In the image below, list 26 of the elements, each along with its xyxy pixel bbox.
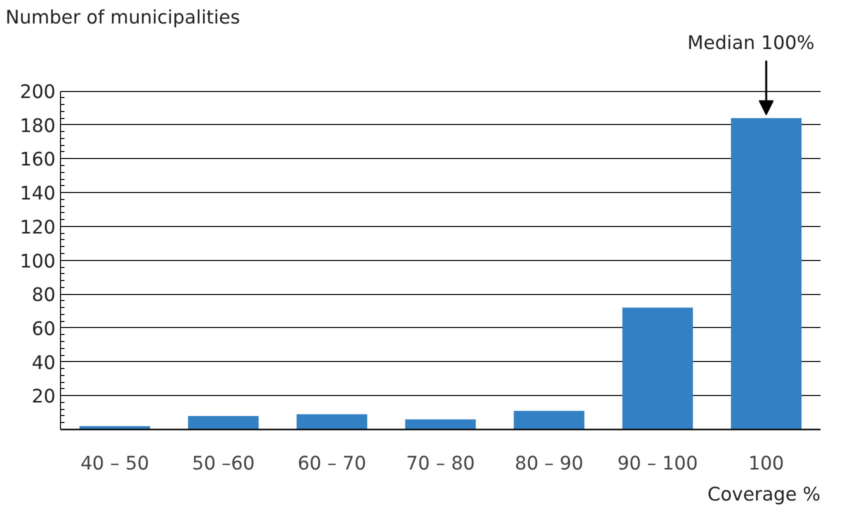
bar [296, 414, 368, 430]
y-tick-label: 120 [20, 217, 56, 238]
y-tick-label: 160 [20, 150, 56, 171]
bar [514, 410, 584, 430]
y-axis-title: Number of municipalities [6, 8, 240, 28]
bar [188, 416, 259, 430]
y-tick-label: 40 [32, 352, 56, 374]
y-tick-label: 100 [20, 251, 56, 272]
y-tick-label: 60 [32, 318, 56, 340]
x-tick-label: 70 – 80 [406, 454, 475, 474]
x-axis-title: Coverage % [707, 484, 821, 506]
x-tick-label: 40 – 50 [80, 454, 150, 474]
bar [622, 308, 693, 430]
x-tick-label: 100 [748, 454, 784, 474]
y-tick-label: 140 [20, 184, 56, 205]
x-tick-label: 60 – 70 [298, 454, 366, 474]
x-tick-label: 80 – 90 [514, 454, 584, 474]
y-tick-label: 180 [20, 116, 56, 137]
y-tick-label: 80 [32, 285, 56, 306]
annotation: Median 100% [687, 32, 814, 54]
x-tick-label: 50 –60 [192, 454, 255, 474]
bar [730, 118, 802, 430]
bar [405, 419, 476, 430]
x-tick-label: 90 – 100 [617, 454, 698, 474]
y-tick-label: 200 [20, 82, 56, 104]
y-tick-label: 20 [32, 386, 56, 408]
